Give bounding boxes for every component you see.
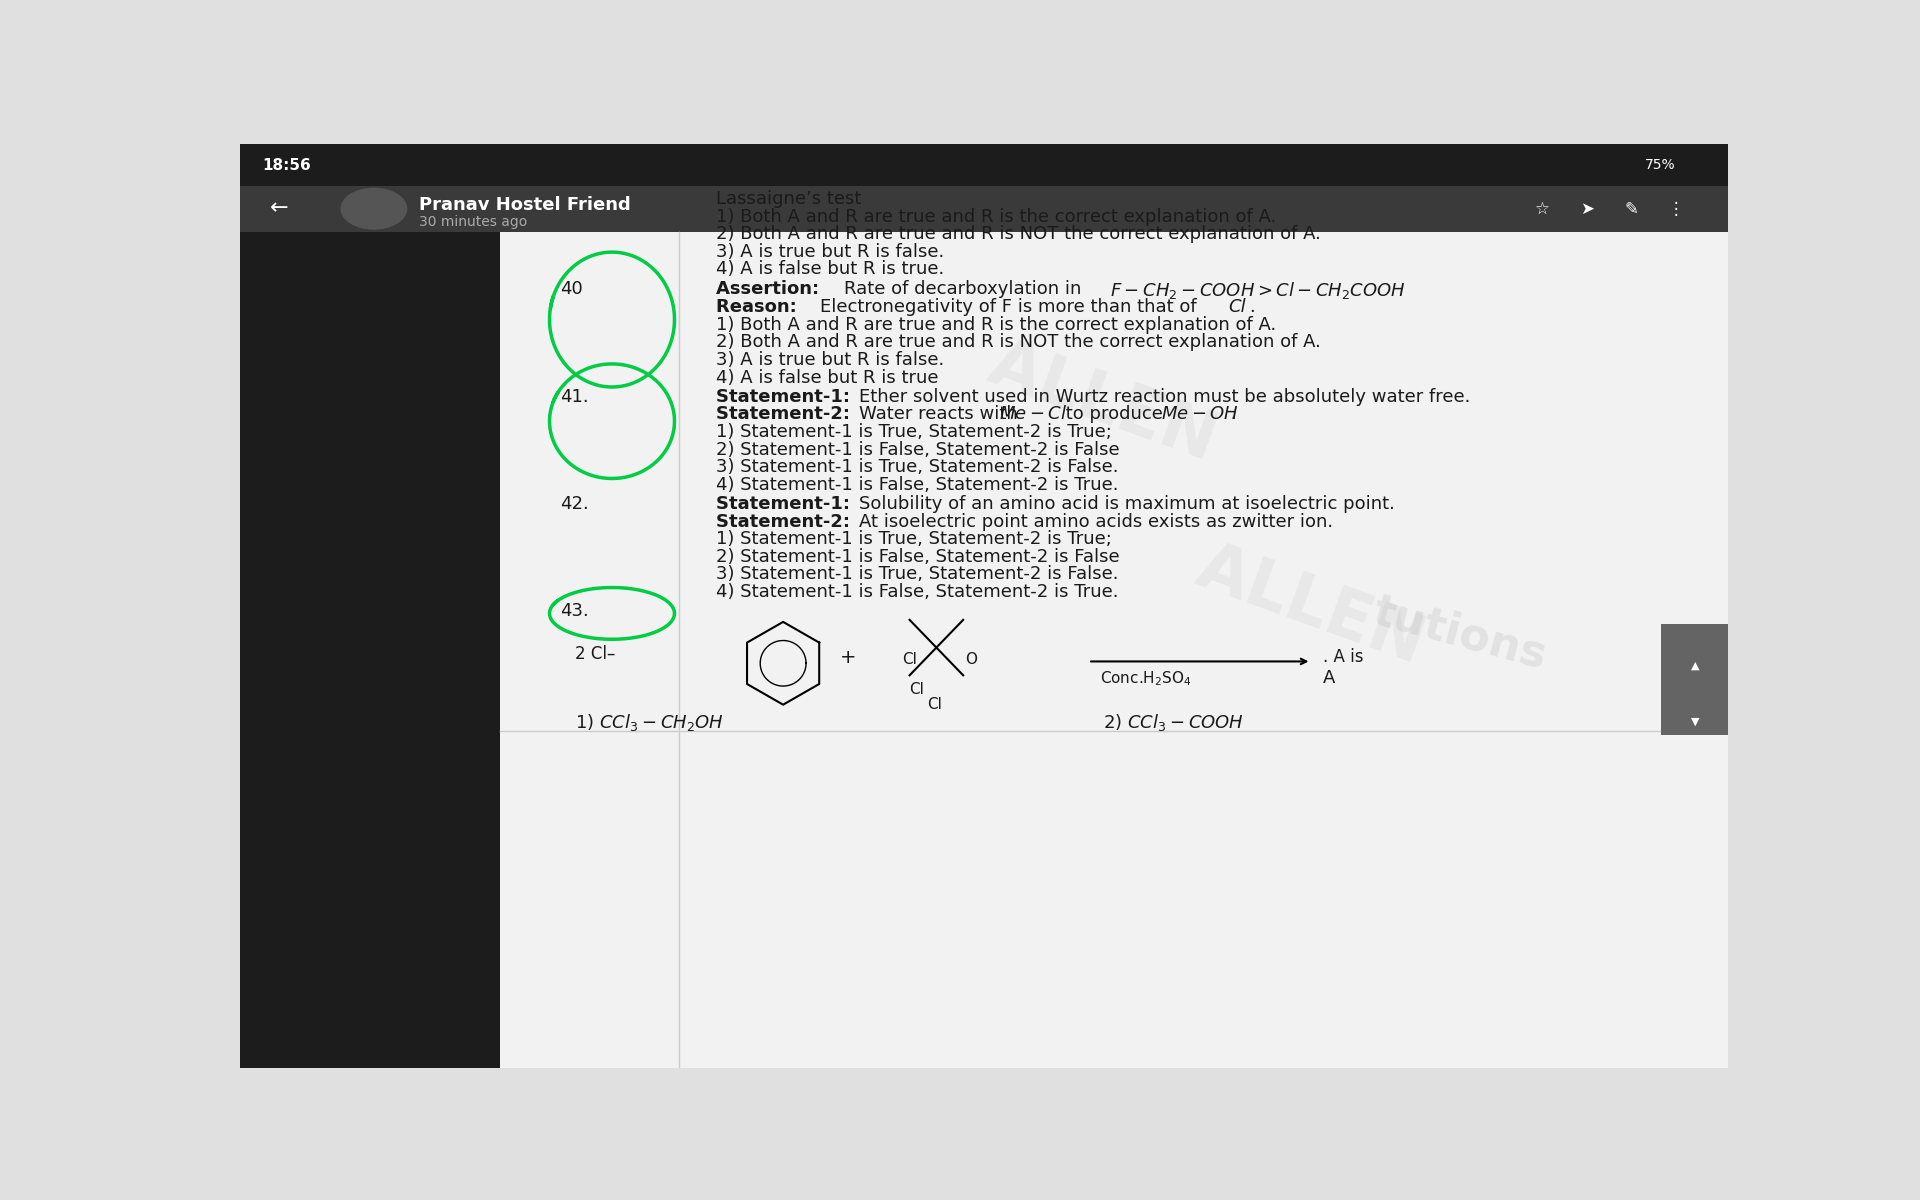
Text: 42.: 42. bbox=[561, 496, 589, 514]
Text: 18:56: 18:56 bbox=[263, 157, 311, 173]
Text: 3) Statement-1 is True, Statement-2 is False.: 3) Statement-1 is True, Statement-2 is F… bbox=[716, 458, 1119, 476]
Circle shape bbox=[342, 188, 407, 229]
Text: 40: 40 bbox=[561, 280, 582, 298]
Text: Solubility of an amino acid is maximum at isoelectric point.: Solubility of an amino acid is maximum a… bbox=[858, 496, 1396, 514]
Text: 43.: 43. bbox=[561, 602, 589, 620]
Text: Assertion:: Assertion: bbox=[716, 280, 826, 298]
Text: $1)\ CCl_3-CH_2OH$: $1)\ CCl_3-CH_2OH$ bbox=[574, 713, 724, 733]
Text: . A is: . A is bbox=[1323, 648, 1363, 666]
Text: 1) Statement-1 is True, Statement-2 is True;: 1) Statement-1 is True, Statement-2 is T… bbox=[716, 530, 1112, 548]
Text: 41.: 41. bbox=[561, 388, 589, 406]
Bar bbox=[501, 232, 1728, 1068]
Text: O: O bbox=[964, 653, 977, 667]
Text: 75%: 75% bbox=[1645, 158, 1676, 173]
Text: 2) Both A and R are true and R is NOT the correct explanation of A.: 2) Both A and R are true and R is NOT th… bbox=[716, 226, 1321, 244]
Text: ➤: ➤ bbox=[1580, 199, 1594, 217]
Text: tutions: tutions bbox=[1369, 590, 1551, 678]
Text: Ether solvent used in Wurtz reaction must be absolutely water free.: Ether solvent used in Wurtz reaction mus… bbox=[858, 388, 1471, 406]
Text: At isoelectric point amino acids exists as zwitter ion.: At isoelectric point amino acids exists … bbox=[858, 512, 1332, 530]
Text: ALLEN: ALLEN bbox=[1188, 534, 1434, 678]
Bar bbox=[1661, 624, 1728, 736]
Text: Statement-1:: Statement-1: bbox=[716, 388, 856, 406]
Text: 1) Both A and R are true and R is the correct explanation of A.: 1) Both A and R are true and R is the co… bbox=[716, 208, 1277, 226]
Text: ✎: ✎ bbox=[1624, 199, 1638, 217]
Text: .: . bbox=[1225, 406, 1236, 424]
Bar bbox=[240, 144, 501, 1068]
Text: Statement-2:: Statement-2: bbox=[716, 406, 856, 424]
Text: ▲: ▲ bbox=[1692, 661, 1699, 671]
Text: +: + bbox=[839, 648, 856, 666]
Text: 2) Statement-1 is False, Statement-2 is False: 2) Statement-1 is False, Statement-2 is … bbox=[716, 547, 1119, 565]
Text: $Me-Cl$: $Me-Cl$ bbox=[998, 406, 1068, 424]
Text: $2)\ CCl_3-COOH$: $2)\ CCl_3-COOH$ bbox=[1102, 713, 1244, 733]
Text: to produce: to produce bbox=[1060, 406, 1169, 424]
Text: Conc.$\mathregular{H_2SO_4}$: Conc.$\mathregular{H_2SO_4}$ bbox=[1100, 668, 1192, 688]
Text: ⋮: ⋮ bbox=[1668, 199, 1684, 217]
Text: Statement-2:: Statement-2: bbox=[716, 512, 856, 530]
Text: $Me-OH$: $Me-OH$ bbox=[1162, 406, 1238, 424]
Text: 3) A is true but R is false.: 3) A is true but R is false. bbox=[716, 350, 945, 368]
Text: Water reacts with: Water reacts with bbox=[858, 406, 1023, 424]
Text: A: A bbox=[1323, 668, 1336, 686]
Text: ALLEN: ALLEN bbox=[979, 331, 1227, 474]
Text: 2 Cl–: 2 Cl– bbox=[574, 644, 614, 662]
Text: 2) Statement-1 is False, Statement-2 is False: 2) Statement-1 is False, Statement-2 is … bbox=[716, 440, 1119, 458]
Text: Rate of decarboxylation in: Rate of decarboxylation in bbox=[845, 280, 1087, 298]
Text: ▼: ▼ bbox=[1692, 716, 1699, 726]
Text: 30 minutes ago: 30 minutes ago bbox=[419, 215, 526, 229]
Text: 4) A is false but R is true.: 4) A is false but R is true. bbox=[716, 260, 945, 278]
Bar bbox=[240, 144, 1728, 186]
Text: Statement-1:: Statement-1: bbox=[716, 496, 856, 514]
Text: Cl: Cl bbox=[927, 696, 943, 712]
Text: Cl: Cl bbox=[910, 682, 924, 697]
Text: .: . bbox=[1248, 299, 1254, 317]
Text: Cl: Cl bbox=[1229, 299, 1246, 317]
Text: Lassaigne’s test: Lassaigne’s test bbox=[716, 190, 862, 209]
Text: 4) Statement-1 is False, Statement-2 is True.: 4) Statement-1 is False, Statement-2 is … bbox=[716, 475, 1119, 493]
Text: 1) Both A and R are true and R is the correct explanation of A.: 1) Both A and R are true and R is the co… bbox=[716, 316, 1277, 334]
Text: $F-CH_2-COOH>Cl-CH_2COOH$: $F-CH_2-COOH>Cl-CH_2COOH$ bbox=[1110, 280, 1407, 301]
Text: 3) A is true but R is false.: 3) A is true but R is false. bbox=[716, 242, 945, 260]
Text: 1) Statement-1 is True, Statement-2 is True;: 1) Statement-1 is True, Statement-2 is T… bbox=[716, 424, 1112, 442]
Text: Pranav Hostel Friend: Pranav Hostel Friend bbox=[419, 196, 630, 214]
Text: 4) A is false but R is true: 4) A is false but R is true bbox=[716, 368, 939, 386]
Text: 2) Both A and R are true and R is NOT the correct explanation of A.: 2) Both A and R are true and R is NOT th… bbox=[716, 334, 1321, 352]
Text: Cl: Cl bbox=[902, 653, 918, 667]
Text: Reason:: Reason: bbox=[716, 299, 803, 317]
Bar bbox=[240, 186, 1728, 232]
Text: ☆: ☆ bbox=[1534, 199, 1549, 217]
Text: ←: ← bbox=[269, 199, 288, 218]
Text: 3) Statement-1 is True, Statement-2 is False.: 3) Statement-1 is True, Statement-2 is F… bbox=[716, 565, 1119, 583]
Text: 4) Statement-1 is False, Statement-2 is True.: 4) Statement-1 is False, Statement-2 is … bbox=[716, 583, 1119, 601]
Text: Electronegativity of F is more than that of: Electronegativity of F is more than that… bbox=[820, 299, 1202, 317]
